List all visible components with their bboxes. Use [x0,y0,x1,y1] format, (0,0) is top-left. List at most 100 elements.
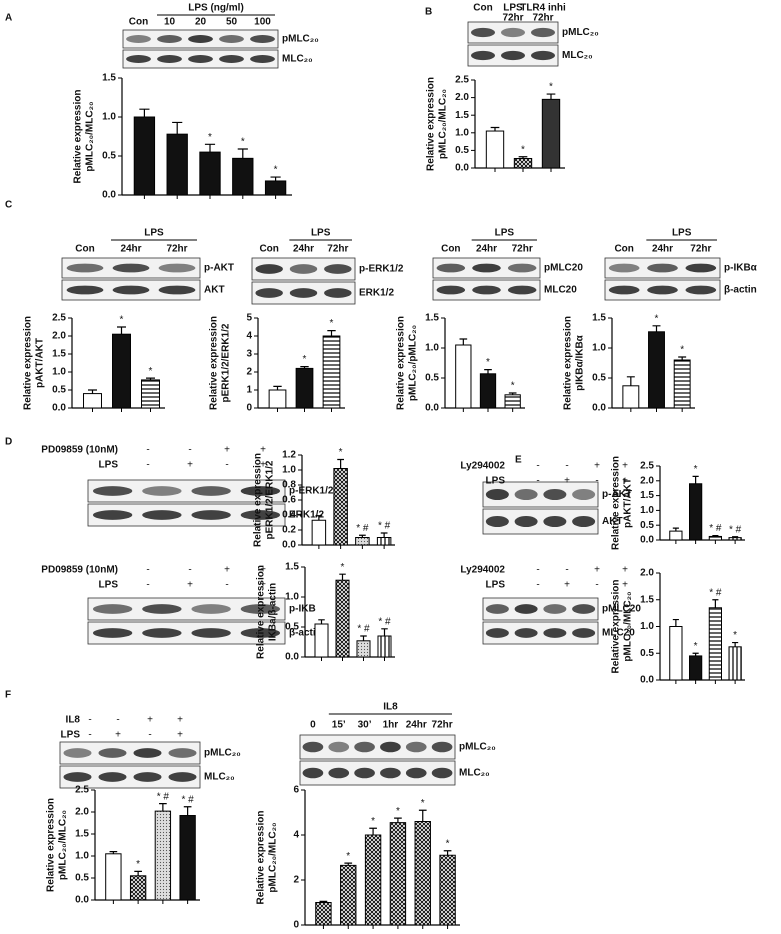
blot-row-label: p-AKT [204,263,234,274]
blot-row-label: MLC20 [544,285,577,296]
bar [356,640,371,658]
y-tick-label: 1.5 [285,562,299,573]
blot-band [191,510,231,520]
bar [311,519,327,546]
blot-band [92,486,133,496]
lane-label: 72hr [327,244,348,255]
y-tick-label: 0.5 [640,520,654,531]
error-bar [369,827,377,835]
lane-label: 15’ [332,720,346,731]
condition-mark: - [148,730,151,741]
y-tick-label: 2.0 [640,475,654,486]
lane-label: LPS [503,3,523,14]
bar [105,853,122,901]
error-bar [712,534,719,537]
blot-band [158,285,196,295]
y-tick-label: 0.0 [592,403,606,414]
lane-label: 24hr [293,244,314,255]
condition-mark: - [116,715,119,726]
significance-label: * # [729,524,742,535]
y-axis-label: Relative expression [426,77,437,171]
y-tick-label: 6 [293,785,299,796]
significance-label: * [694,464,698,475]
blot-band [219,55,244,63]
error-bar [672,527,679,532]
blot-band [328,767,350,779]
y-tick-label: 1.0 [640,621,654,632]
y-tick-label: 0.0 [455,163,469,174]
y-tick-label: 0.0 [102,190,116,201]
blot-band [572,628,596,638]
blot-band [431,767,453,779]
blot-band [685,285,717,295]
blot-row-label: pMLC₂₀ [562,27,599,38]
error-bar [381,628,388,636]
bar [479,373,497,409]
condition-mark: + [177,730,183,741]
bar [504,394,521,409]
blot-strip [87,621,286,645]
blot-band [188,35,213,43]
y-tick-label: 0.0 [425,403,439,414]
y-tick-label: 1.2 [282,450,296,461]
bar [166,133,188,196]
bar [129,875,147,901]
error-bar [204,143,216,153]
error-bar [270,176,281,181]
blot-band [240,628,281,638]
condition-label: LPS [486,580,506,591]
blot-band [133,748,162,758]
blot-band [501,50,525,61]
blot-row-label: ERK1/2 [359,288,394,299]
error-bar [692,475,699,484]
y-axis-label: pMLC₂₀/pMLC₂₀ [408,325,419,401]
y-tick-label: 0.5 [592,373,606,384]
condition-mark: - [536,580,539,591]
blot-band [219,35,244,43]
y-axis-label: pAKT/AKT [35,338,46,388]
condition-mark: + [622,461,628,472]
blot-band [240,604,281,614]
y-tick-label: 2.0 [75,807,89,818]
y-axis-label: Relative expression [256,811,267,905]
error-bar [732,641,739,647]
bar [513,157,533,169]
blot-strip [87,503,286,527]
blot-band [354,767,375,779]
condition-mark: + [564,476,570,487]
significance-label: * [339,447,343,458]
condition-mark: + [622,580,628,591]
blot-band [485,604,509,614]
blot-strip [59,765,201,789]
error-bar [652,325,661,332]
condition-mark: - [225,460,228,471]
error-bar [273,385,282,390]
y-axis-label: pMLC₂₀/MLC₂₀ [623,591,634,661]
blot-band [507,285,537,295]
y-axis-label: Relative expression [23,316,34,410]
lane-label: Con [129,17,148,28]
blot-row-label: ERK1/2 [289,510,324,521]
blot-band [543,516,567,527]
blot-band [608,285,640,295]
error-bar [319,900,328,903]
significance-label: * [694,641,698,652]
blot-band [66,263,104,273]
condition-mark: + [260,580,266,591]
y-axis-label: pERK1/2/ERK1/2 [221,323,232,402]
y-tick-label: 2.5 [455,75,469,86]
y-tick-label: 0.0 [75,895,89,906]
blot-band [126,55,151,63]
bar [622,385,640,409]
y-tick-label: 1.5 [455,110,469,121]
y-axis-label: Relative expression [256,565,267,659]
condition-mark: - [146,460,149,471]
condition-label: Ly294002 [460,461,505,472]
error-bar [315,515,323,521]
y-tick-label: 1.5 [592,313,606,324]
blot-band [572,604,596,614]
significance-label: * [303,354,307,365]
condition-label: PD09859 (10nM) [41,445,118,456]
condition-mark: + [564,580,570,591]
